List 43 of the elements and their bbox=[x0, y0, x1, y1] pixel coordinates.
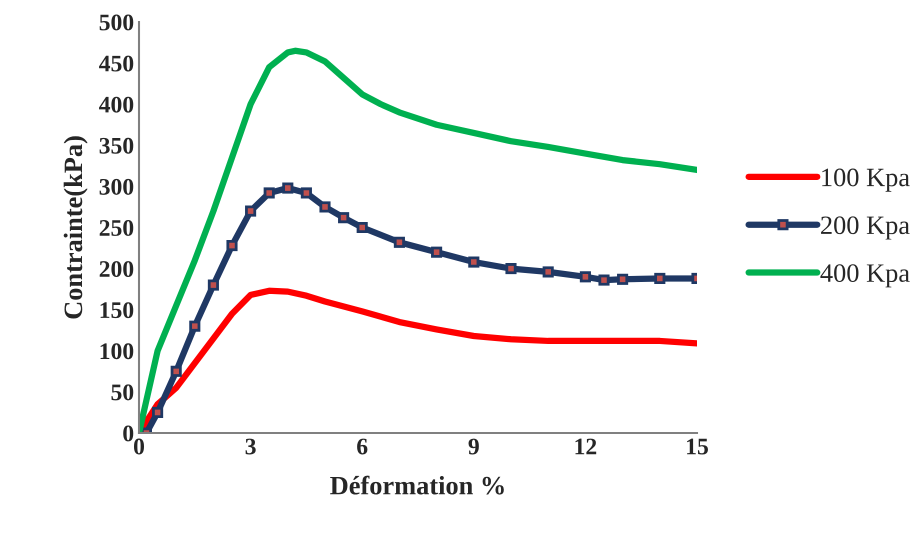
point bbox=[542, 266, 554, 278]
point bbox=[431, 246, 442, 258]
point bbox=[338, 212, 350, 224]
point bbox=[264, 187, 275, 199]
point bbox=[394, 236, 405, 248]
y-tick-label: 50 bbox=[111, 384, 134, 400]
x-tick-label: 6 bbox=[357, 438, 368, 454]
y-tick-label: 150 bbox=[100, 302, 134, 318]
point bbox=[170, 366, 182, 377]
point bbox=[226, 240, 238, 252]
point bbox=[654, 272, 666, 284]
point bbox=[300, 187, 312, 199]
point bbox=[245, 206, 256, 217]
point bbox=[617, 274, 628, 285]
x-tick-label: 9 bbox=[468, 438, 479, 454]
y-tick-label: 500 bbox=[100, 14, 134, 30]
legend-label: 100 Kpa bbox=[822, 168, 910, 192]
y-tick-label: 0 bbox=[123, 425, 134, 442]
y-tick-label: 100 bbox=[100, 343, 134, 360]
point bbox=[356, 222, 368, 234]
x-tick-label: 3 bbox=[246, 438, 256, 454]
y-tick-label: 350 bbox=[100, 138, 134, 154]
point bbox=[208, 279, 219, 291]
point bbox=[189, 320, 200, 332]
point bbox=[468, 256, 480, 268]
point bbox=[152, 406, 164, 418]
point bbox=[505, 263, 517, 274]
point bbox=[319, 201, 331, 213]
x-tick-label: 0 bbox=[134, 438, 144, 454]
y-tick-label: 300 bbox=[100, 178, 134, 195]
y-tick-label: 450 bbox=[99, 56, 134, 72]
point bbox=[282, 182, 294, 194]
y-tick-label: 400 bbox=[99, 96, 134, 113]
legend-label: 400 Kpa bbox=[820, 264, 910, 288]
y-axis-title: Contrainte(kPa) bbox=[64, 136, 88, 319]
x-tick-label: 15 bbox=[687, 438, 708, 454]
x-axis-title: Déformation % bbox=[330, 476, 504, 495]
y-tick-label: 200 bbox=[100, 261, 134, 278]
y-tick-label: 250 bbox=[100, 220, 134, 236]
point bbox=[580, 271, 591, 282]
x-tick-label: 12 bbox=[575, 438, 596, 454]
legend-label: 200 Kpa bbox=[821, 216, 910, 240]
point bbox=[598, 274, 610, 286]
